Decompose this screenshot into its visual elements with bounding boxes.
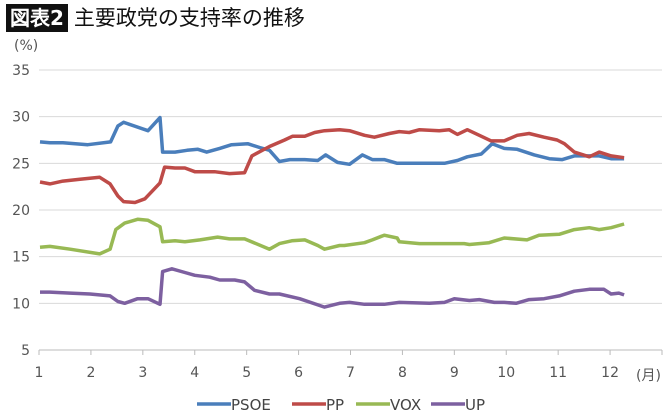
x-tick-label: 8: [398, 365, 407, 381]
legend-label: PSOE: [231, 396, 271, 414]
y-tick-label: 10: [12, 296, 30, 312]
legend-label: PP: [326, 396, 344, 414]
chart-header: 図表2 主要政党の支持率の推移: [6, 4, 305, 32]
chart-title: 主要政党の支持率の推移: [73, 6, 305, 30]
x-tick-label: 12: [601, 365, 619, 381]
series-line-pp: [39, 127, 625, 205]
x-tick-label: 10: [497, 365, 515, 381]
x-tick-label: 5: [242, 365, 251, 381]
x-tick-label: 1: [35, 365, 44, 381]
legend-item-psoe: PSOE: [197, 396, 271, 414]
x-tick-label: 11: [549, 365, 567, 381]
y-tick-label: 35: [12, 63, 30, 79]
y-tick-label: 5: [21, 343, 30, 359]
y-tick-label: 15: [12, 250, 30, 266]
x-tick-label: 7: [346, 365, 355, 381]
x-tick-label: 2: [86, 365, 95, 381]
y-tick-label: 25: [12, 156, 30, 172]
y-tick-label: 20: [12, 203, 30, 219]
legend-item-vox: VOX: [356, 396, 421, 414]
series-line-vox: [39, 217, 625, 256]
legend-label: UP: [465, 396, 485, 414]
y-tick-label: 30: [12, 110, 30, 126]
y-axis-unit-label: (%): [14, 38, 38, 54]
legend-label: VOX: [390, 396, 421, 414]
x-tick-label: 3: [138, 365, 147, 381]
x-tick-label: 9: [450, 365, 459, 381]
x-tick-label: 6: [294, 365, 303, 381]
x-tick-label: 4: [190, 365, 199, 381]
series-line-psoe: [39, 115, 625, 167]
legend-item-pp: PP: [292, 396, 344, 414]
legend-item-up: UP: [431, 396, 485, 414]
figure-badge: 図表2: [6, 4, 68, 32]
x-axis-unit-label: (月): [636, 368, 661, 384]
series-line-up: [40, 267, 625, 309]
